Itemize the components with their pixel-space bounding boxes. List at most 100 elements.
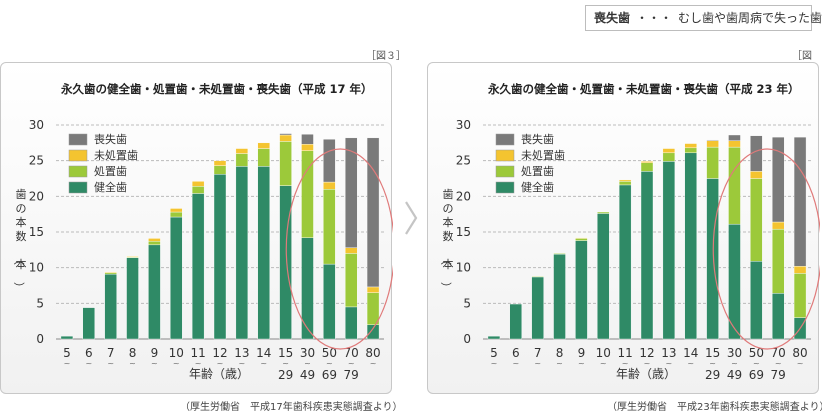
bar-untreated — [750, 171, 763, 179]
x-tick-range-mark: ~ — [173, 359, 180, 368]
y-tick-label: 30 — [456, 118, 471, 132]
bar-healthy — [191, 193, 205, 340]
legend-swatch-treated — [495, 165, 515, 178]
bar-untreated — [279, 134, 292, 142]
bar-treated — [323, 188, 336, 265]
x-tick-label: 12 — [639, 346, 654, 360]
bar-lost — [345, 137, 358, 248]
y-axis-label: 歯の本数（本） — [440, 188, 454, 293]
bar-healthy — [509, 303, 523, 340]
x-tick-label: 9 — [151, 346, 159, 360]
y-tick-label: 5 — [463, 296, 471, 310]
bar-treated — [662, 152, 676, 162]
legend-label-untreated: 未処置歯 — [521, 149, 565, 162]
bar-untreated — [301, 144, 314, 151]
bar-healthy — [60, 335, 74, 340]
bar-treated — [553, 253, 566, 255]
bar-treated — [148, 241, 161, 246]
legend-swatch-untreated — [495, 149, 515, 162]
bar-untreated — [575, 237, 588, 239]
y-tick-label: 0 — [463, 332, 471, 346]
bar-healthy — [323, 263, 336, 340]
x-tick-range-mark: ~ — [326, 359, 333, 368]
bar-untreated — [618, 179, 632, 182]
x-tick-range-mark: ~ — [644, 359, 651, 368]
bar-healthy — [345, 306, 358, 340]
bar-healthy — [597, 213, 610, 340]
bar-chart-2011: 永久歯の健全歯・処置歯・未処置歯・喪失歯（平成 23 年） 0 5 10 15 20 25 3… — [440, 82, 822, 382]
x-tick-label: 11 — [617, 346, 632, 360]
bar-untreated — [148, 238, 161, 242]
x-tick-range-mark: ~ — [107, 359, 114, 368]
bar-healthy — [279, 185, 292, 340]
bar-chart-2005: 永久歯の健全歯・処置歯・未処置歯・喪失歯（平成 17 年） 0 5 10 15 20 25 3… — [13, 82, 395, 382]
y-axis-label: 歯の本数（本） — [13, 188, 27, 293]
bar-treated — [640, 162, 654, 172]
x-tick-label: 80 — [792, 346, 807, 360]
y-tick-label: 15 — [456, 225, 471, 239]
bar-untreated — [170, 208, 183, 213]
bar-healthy — [104, 273, 117, 340]
legend-swatch-lost — [68, 133, 88, 146]
y-tick-label: 10 — [29, 261, 44, 275]
bar-treated — [793, 273, 807, 318]
bar-healthy — [640, 171, 654, 340]
bar-healthy — [575, 240, 588, 340]
x-tick-label: 50 — [322, 346, 337, 360]
x-tick-label: 9 — [578, 346, 586, 360]
bar-healthy — [213, 174, 227, 340]
x-tick-label: 14 — [256, 346, 271, 360]
bar-untreated — [257, 142, 270, 149]
bar-treated — [191, 186, 205, 194]
bar-untreated — [706, 140, 719, 148]
bar-untreated — [662, 148, 676, 154]
bar-untreated — [366, 286, 380, 293]
bar-lost — [301, 134, 314, 145]
bar-healthy — [750, 261, 763, 340]
bar-treated — [345, 253, 358, 308]
x-tick-label: 13 — [661, 346, 676, 360]
legend-label-lost: 喪失歯 — [521, 132, 554, 146]
bar-treated — [104, 272, 117, 275]
bar-lost — [728, 134, 741, 141]
bar-healthy — [257, 166, 270, 340]
chart-title: 永久歯の健全歯・処置歯・未処置歯・喪失歯（平成 23 年） — [487, 82, 800, 96]
x-axis-label: 年齢（歳） — [616, 366, 676, 381]
bar-lost — [279, 133, 292, 136]
x-tick-range-mark: ~ — [534, 359, 541, 368]
x-tick-label: 5 — [63, 346, 71, 360]
x-tick-sublabel: 79 — [771, 368, 786, 382]
bar-treated — [728, 146, 741, 225]
bar-treated — [257, 148, 270, 167]
y-tick-label: 5 — [36, 296, 44, 310]
x-tick-label: 15 — [278, 346, 293, 360]
x-tick-range-mark: ~ — [491, 359, 498, 368]
bar-healthy — [618, 184, 632, 340]
x-tick-label: 12 — [212, 346, 227, 360]
bar-healthy — [487, 335, 501, 340]
bar-untreated — [191, 181, 205, 187]
chart-title: 永久歯の健全歯・処置歯・未処置歯・喪失歯（平成 17 年） — [60, 82, 373, 96]
source-2011: （厚生労働省 平成23年歯科疾患実態調査より） — [607, 402, 822, 413]
note-description: むし歯や歯周病で失った歯 — [678, 11, 822, 25]
bar-lost — [323, 139, 336, 183]
x-axis-label: 年齢（歳） — [189, 366, 249, 381]
bar-treated — [575, 238, 588, 241]
bar-healthy — [82, 307, 96, 340]
bar-treated — [366, 292, 380, 325]
bar-untreated — [345, 247, 358, 254]
bar-treated — [213, 165, 227, 175]
x-tick-range-mark: ~ — [217, 359, 224, 368]
bar-healthy — [301, 237, 314, 340]
bar-healthy — [706, 178, 719, 340]
y-tick-label: 25 — [456, 154, 471, 168]
x-tick-range-mark: ~ — [622, 359, 629, 368]
x-tick-label: 30 — [300, 346, 315, 360]
y-tick-label: 10 — [456, 261, 471, 275]
y-tick-label: 20 — [29, 189, 44, 203]
x-tick-sublabel: 29 — [705, 368, 720, 382]
x-tick-range-mark: ~ — [775, 359, 782, 368]
bar-treated — [170, 211, 183, 218]
legend-label-healthy: 健全歯 — [521, 180, 554, 194]
bar-lost — [706, 139, 719, 141]
